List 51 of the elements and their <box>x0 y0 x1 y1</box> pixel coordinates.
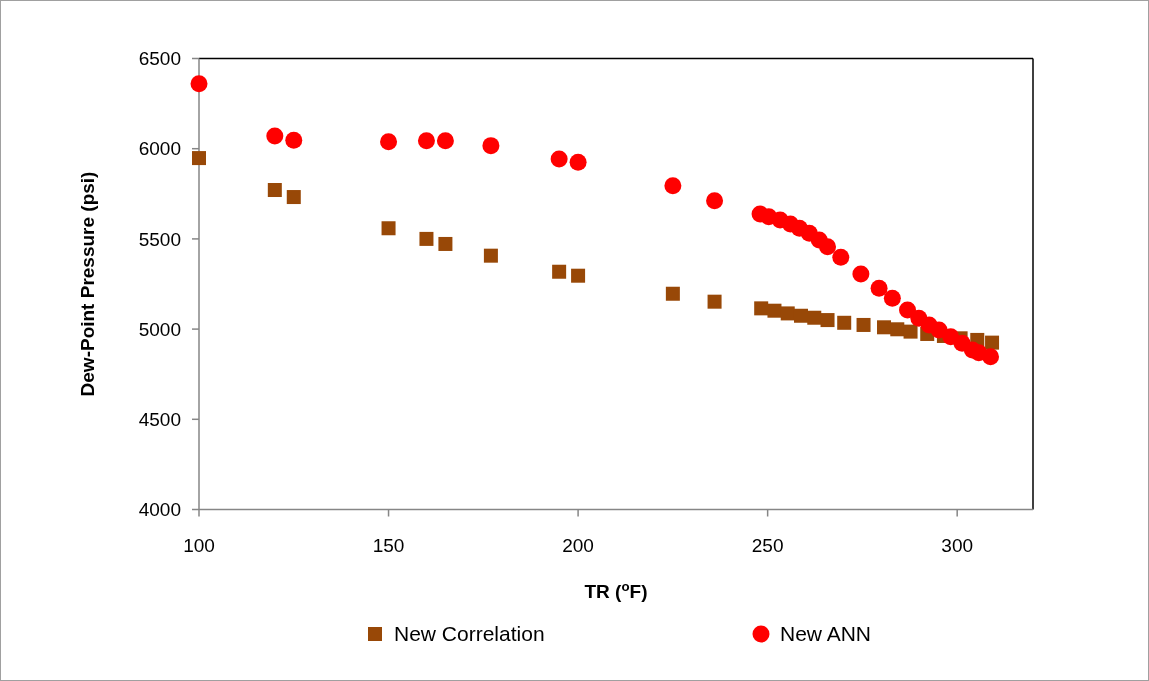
y-tick-label: 6500 <box>138 48 181 70</box>
point <box>832 248 850 266</box>
point <box>286 190 301 205</box>
point <box>552 264 567 279</box>
point <box>877 320 892 335</box>
point <box>380 133 398 151</box>
point <box>192 151 206 166</box>
legend-label: New Correlation <box>394 622 545 646</box>
point <box>899 301 917 319</box>
point <box>438 236 453 251</box>
y-tick-label: 5500 <box>138 228 181 250</box>
y-tick-label: 4500 <box>138 408 181 430</box>
point <box>266 127 284 145</box>
point <box>985 335 1000 350</box>
point <box>856 317 871 332</box>
y-tick-label: 4000 <box>138 499 181 521</box>
point <box>285 131 303 149</box>
point <box>819 238 837 256</box>
point <box>903 324 918 339</box>
point <box>982 348 1000 366</box>
point <box>820 313 835 328</box>
x-tick-label: 200 <box>562 535 594 556</box>
point <box>550 150 568 168</box>
point <box>190 75 208 93</box>
point <box>837 315 852 330</box>
point <box>482 137 500 155</box>
point <box>419 231 434 246</box>
y-tick-label: 5000 <box>138 318 181 340</box>
x-axis-title: TR ($^{o}$F) <box>584 578 648 602</box>
point <box>571 268 586 283</box>
point <box>436 132 454 150</box>
point <box>706 192 724 210</box>
x-tick-label: 100 <box>183 535 215 556</box>
point <box>883 289 901 307</box>
legend-label: New ANN <box>780 622 872 646</box>
point <box>381 221 396 236</box>
y-axis-title: Dew-Point Pressure (psi) <box>77 171 98 397</box>
point <box>569 153 587 171</box>
x-tick-label: 150 <box>372 535 405 556</box>
point <box>754 301 769 316</box>
point <box>665 286 680 301</box>
x-tick-label: 300 <box>941 535 974 556</box>
point <box>852 265 870 283</box>
point <box>267 183 282 198</box>
y-tick-label: 6000 <box>138 138 181 160</box>
point <box>870 279 888 297</box>
point <box>417 132 435 150</box>
x-tick-label: 250 <box>751 535 784 556</box>
point <box>707 294 722 309</box>
point <box>664 177 682 195</box>
point <box>483 248 498 263</box>
